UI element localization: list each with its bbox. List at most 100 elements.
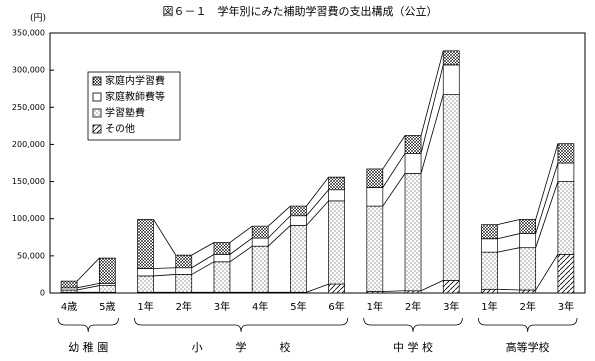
x-tick-label: 5年 bbox=[290, 300, 306, 313]
bar-segment bbox=[557, 181, 575, 255]
connector bbox=[535, 254, 559, 291]
x-tick-label: 1年 bbox=[481, 300, 497, 313]
legend-label: 学習塾費 bbox=[105, 106, 145, 119]
connector bbox=[153, 267, 176, 269]
bar-segment bbox=[251, 237, 269, 247]
group-brace bbox=[134, 317, 349, 333]
bar-segment bbox=[404, 152, 422, 174]
legend-label: 家庭内学習費 bbox=[105, 74, 165, 87]
connector bbox=[420, 280, 444, 292]
y-tick-label: 50,000 bbox=[17, 251, 45, 260]
bar-segment bbox=[328, 189, 345, 202]
connector bbox=[420, 64, 444, 154]
connector bbox=[306, 200, 329, 226]
y-tick-label: 350,000 bbox=[12, 29, 45, 38]
connector bbox=[76, 257, 100, 282]
connector bbox=[191, 242, 215, 256]
y-tick-label: 0 bbox=[40, 289, 45, 298]
connector bbox=[382, 173, 406, 207]
connector bbox=[306, 176, 329, 207]
group-label: 中 学 校 bbox=[393, 340, 433, 354]
x-tick-label: 2年 bbox=[405, 300, 421, 313]
connector bbox=[306, 189, 329, 217]
bar-segment bbox=[481, 238, 498, 253]
x-tick-label: 3年 bbox=[214, 300, 230, 313]
bar-segment bbox=[290, 205, 307, 217]
connector bbox=[77, 282, 100, 289]
connector bbox=[497, 247, 520, 253]
y-tick-label: 150,000 bbox=[12, 177, 45, 186]
x-tick-label: 2年 bbox=[519, 300, 535, 313]
group-brace bbox=[363, 317, 463, 333]
y-tick-label: 250,000 bbox=[12, 103, 45, 112]
y-tick-label: 300,000 bbox=[12, 66, 45, 75]
bar-segment bbox=[481, 288, 498, 294]
legend-label: 家庭教師費等 bbox=[105, 90, 165, 103]
bar-segment bbox=[137, 275, 154, 293]
plot-frame bbox=[49, 32, 586, 294]
bar-segment bbox=[137, 268, 154, 277]
bar-segment bbox=[442, 50, 460, 66]
x-tick-label: 1年 bbox=[137, 300, 153, 313]
bar-segment bbox=[519, 247, 537, 291]
x-tick-label: 3年 bbox=[558, 300, 574, 313]
bar-segment bbox=[481, 251, 498, 290]
bar-segment bbox=[519, 289, 537, 294]
legend-box bbox=[87, 71, 181, 141]
bar-segment bbox=[442, 64, 460, 96]
connector bbox=[267, 205, 291, 227]
legend-swatch bbox=[92, 108, 102, 118]
connector bbox=[229, 225, 253, 243]
bar-segment bbox=[328, 283, 345, 294]
legend-label: その他 bbox=[105, 122, 135, 135]
x-tick-label: 6年 bbox=[328, 300, 344, 313]
connector bbox=[420, 50, 444, 136]
x-tick-label: 1年 bbox=[367, 300, 383, 313]
legend-swatch bbox=[92, 124, 102, 134]
bar-segment bbox=[481, 224, 498, 240]
bar-segment bbox=[557, 143, 575, 164]
bar-segment bbox=[175, 274, 193, 293]
bar-segment bbox=[290, 225, 307, 293]
connector bbox=[382, 290, 406, 292]
chart-title: 図６－１ 学年別にみた補助学習費の支出構成（公立） bbox=[163, 4, 438, 18]
x-tick-label: 2年 bbox=[176, 300, 192, 313]
bar-segment bbox=[328, 200, 345, 285]
connector bbox=[535, 162, 559, 234]
y-unit: (円) bbox=[30, 13, 46, 24]
group-label: 幼 稚 園 bbox=[68, 341, 108, 354]
connector bbox=[267, 215, 291, 239]
bar-segment bbox=[519, 219, 537, 234]
connector bbox=[497, 233, 520, 240]
connector bbox=[229, 245, 253, 263]
group-label: 小 学 校 bbox=[192, 340, 291, 354]
x-tick-label: 5歳 bbox=[99, 301, 115, 313]
group-brace bbox=[477, 317, 578, 333]
bar-segment bbox=[442, 280, 460, 294]
y-tick-label: 100,000 bbox=[12, 214, 45, 223]
connector bbox=[153, 219, 177, 256]
connector bbox=[382, 135, 406, 170]
bar-segment bbox=[60, 280, 78, 289]
connector bbox=[229, 237, 253, 255]
bar-segment bbox=[557, 162, 575, 182]
bar-segment bbox=[404, 173, 422, 292]
connector bbox=[267, 225, 291, 247]
x-tick-label: 3年 bbox=[443, 300, 459, 313]
bar-segment bbox=[213, 242, 231, 255]
bar-segment bbox=[213, 261, 231, 293]
bar-segment bbox=[366, 168, 384, 188]
bar-segment bbox=[366, 187, 384, 207]
legend-swatch bbox=[92, 92, 102, 102]
bar-segment bbox=[366, 205, 384, 292]
connector bbox=[382, 153, 406, 188]
bar-segment bbox=[557, 254, 575, 294]
x-tick-label: 4歳 bbox=[61, 301, 77, 313]
bar-segment bbox=[328, 176, 345, 191]
connector bbox=[497, 219, 520, 226]
legend-swatch bbox=[92, 76, 102, 86]
bar-segment bbox=[175, 254, 193, 269]
bar-segment bbox=[98, 257, 116, 284]
bar-segment bbox=[98, 285, 116, 293]
connector bbox=[153, 274, 176, 277]
